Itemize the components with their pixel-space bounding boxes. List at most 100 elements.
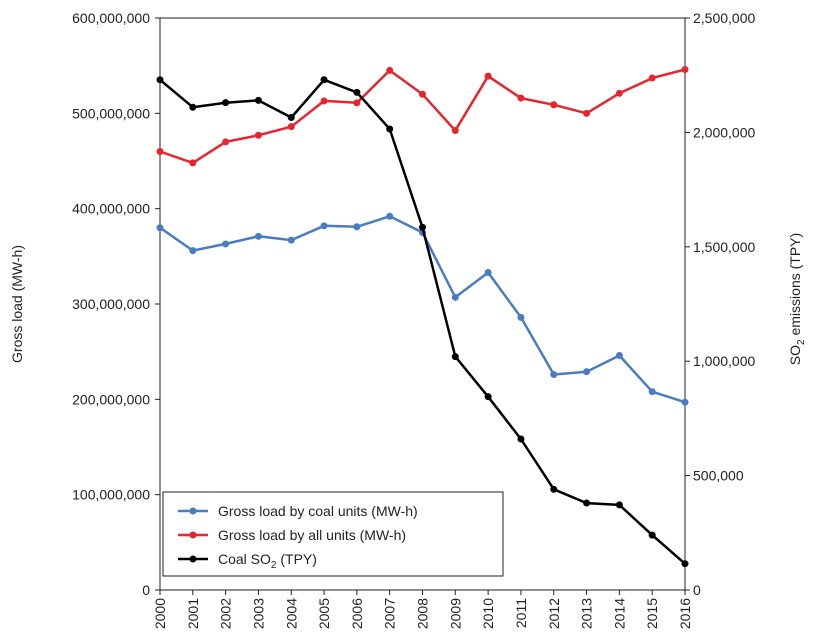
- series-1-point: [550, 101, 558, 109]
- series-2-point: [550, 485, 558, 493]
- series-2-point: [517, 435, 525, 443]
- y-right-tick-label: 500,000: [693, 468, 744, 484]
- legend-marker-coal-so2: [189, 555, 197, 563]
- y-right-tick-label: 1,000,000: [693, 353, 755, 369]
- series-2-point: [484, 393, 492, 401]
- series-0-point: [189, 247, 197, 255]
- series-0-point: [254, 232, 262, 240]
- y-left-tick-label: 300,000,000: [72, 296, 150, 312]
- x-tick-label: 2008: [415, 598, 431, 629]
- series-2-point: [451, 353, 459, 361]
- series-1-point: [583, 109, 591, 117]
- series-2-point: [222, 99, 230, 107]
- y-left-tick-label: 100,000,000: [72, 487, 150, 503]
- legend-label-coal-so2-main: Coal SO: [218, 551, 271, 567]
- y-right-tick-label: 0: [693, 582, 701, 598]
- y-axis-left-title: Gross load (MW-h): [9, 245, 25, 363]
- series-2-point: [681, 560, 689, 568]
- y-axis-right-title: SO2 emissions (TPY): [787, 233, 807, 365]
- series-0-point: [222, 240, 230, 248]
- series-1-point: [353, 99, 361, 107]
- series-2-point: [189, 103, 197, 111]
- series-0-point: [156, 224, 164, 232]
- series-0-point: [583, 368, 591, 376]
- x-tick-label: 2012: [546, 598, 562, 629]
- series-0-point: [615, 351, 623, 359]
- x-tick-label: 2001: [185, 598, 201, 629]
- y-axis-right-title-rest: emissions (TPY): [787, 233, 803, 340]
- series-1-point: [615, 89, 623, 97]
- series-1-point: [222, 138, 230, 146]
- series-1-point: [287, 123, 295, 131]
- x-tick-label: 2003: [250, 598, 266, 629]
- series-0-point: [550, 371, 558, 379]
- series-1-point: [681, 65, 689, 73]
- y-axis-right-title-sub: 2: [796, 339, 807, 345]
- y-right-tick-label: 2,000,000: [693, 124, 755, 140]
- series-0-point: [353, 223, 361, 231]
- series-1-point: [419, 90, 426, 98]
- legend-label-coal-units: Gross load by coal units (MW-h): [218, 503, 418, 519]
- legend-item-coal-units: Gross load by coal units (MW-h): [178, 503, 418, 519]
- x-tick-label: 2000: [152, 598, 168, 629]
- series-2-point: [254, 96, 262, 104]
- series-2-point: [320, 76, 328, 84]
- x-tick-label: 2005: [316, 598, 332, 629]
- x-tick-label: 2013: [579, 598, 595, 629]
- series-1-point: [451, 126, 459, 134]
- x-tick-label: 2006: [349, 598, 365, 629]
- x-tick-label: 2010: [480, 598, 496, 629]
- series-2-point: [287, 114, 295, 122]
- legend-item-all-units: Gross load by all units (MW-h): [178, 527, 406, 543]
- series-1-point: [320, 97, 328, 105]
- series-0-point: [386, 212, 394, 220]
- series-line-1: [159, 68, 686, 165]
- series-1-point: [189, 159, 197, 167]
- series-0-point: [681, 398, 689, 406]
- x-tick-label: 2002: [218, 598, 234, 629]
- legend-item-coal-so2: Coal SO2 (TPY): [178, 551, 317, 571]
- series-2-point: [419, 223, 426, 231]
- series-0-point: [484, 269, 492, 277]
- series-1-point: [386, 66, 394, 74]
- legend-label-coal-so2-rest: (TPY): [276, 551, 316, 567]
- legend-label-coal-so2-sub: 2: [271, 560, 277, 571]
- x-tick-label: 2015: [644, 598, 660, 629]
- legend-box: [162, 491, 504, 577]
- series-0-point: [287, 236, 295, 244]
- x-tick-label: 2011: [513, 598, 529, 628]
- series-line-0: [159, 215, 686, 404]
- legend-label-all-units: Gross load by all units (MW-h): [218, 527, 406, 543]
- series-2-point: [648, 531, 656, 539]
- x-tick-label: 2009: [447, 598, 463, 629]
- series-1-point: [156, 147, 164, 155]
- series-2-point: [156, 76, 164, 84]
- series-2-point: [353, 88, 361, 96]
- x-tick-label: 2004: [283, 598, 299, 629]
- y-left-tick-label: 0: [142, 582, 150, 598]
- series-line-2: [159, 78, 686, 565]
- y-right-tick-label: 2,500,000: [693, 10, 755, 26]
- series-0-point: [517, 313, 525, 321]
- y-right-tick-label: 1,500,000: [693, 239, 755, 255]
- legend: Gross load by coal units (MW-h) Gross lo…: [162, 491, 504, 577]
- legend-marker-all-units: [189, 531, 197, 539]
- series-0-point: [320, 222, 328, 230]
- y-left-tick-label: 400,000,000: [72, 201, 150, 217]
- legend-label-coal-so2: Coal SO2 (TPY): [218, 551, 317, 571]
- y-left-tick-label: 600,000,000: [72, 10, 150, 26]
- series-layer: [156, 65, 689, 568]
- y-left-tick-label: 500,000,000: [72, 105, 150, 121]
- y-left-tick-label: 200,000,000: [72, 391, 150, 407]
- series-2-point: [386, 125, 394, 133]
- series-2-point: [583, 499, 591, 507]
- series-1-point: [648, 74, 656, 82]
- series-1-point: [517, 94, 525, 102]
- x-tick-label: 2016: [677, 598, 693, 629]
- series-1-point: [254, 131, 262, 139]
- series-2-point: [615, 501, 623, 509]
- right-axis: 0 500,000 1,000,000 1,500,000 2,000,000 2,500…: [685, 10, 755, 598]
- series-0-point: [648, 388, 656, 396]
- y-axis-right-title-main: SO: [787, 345, 803, 365]
